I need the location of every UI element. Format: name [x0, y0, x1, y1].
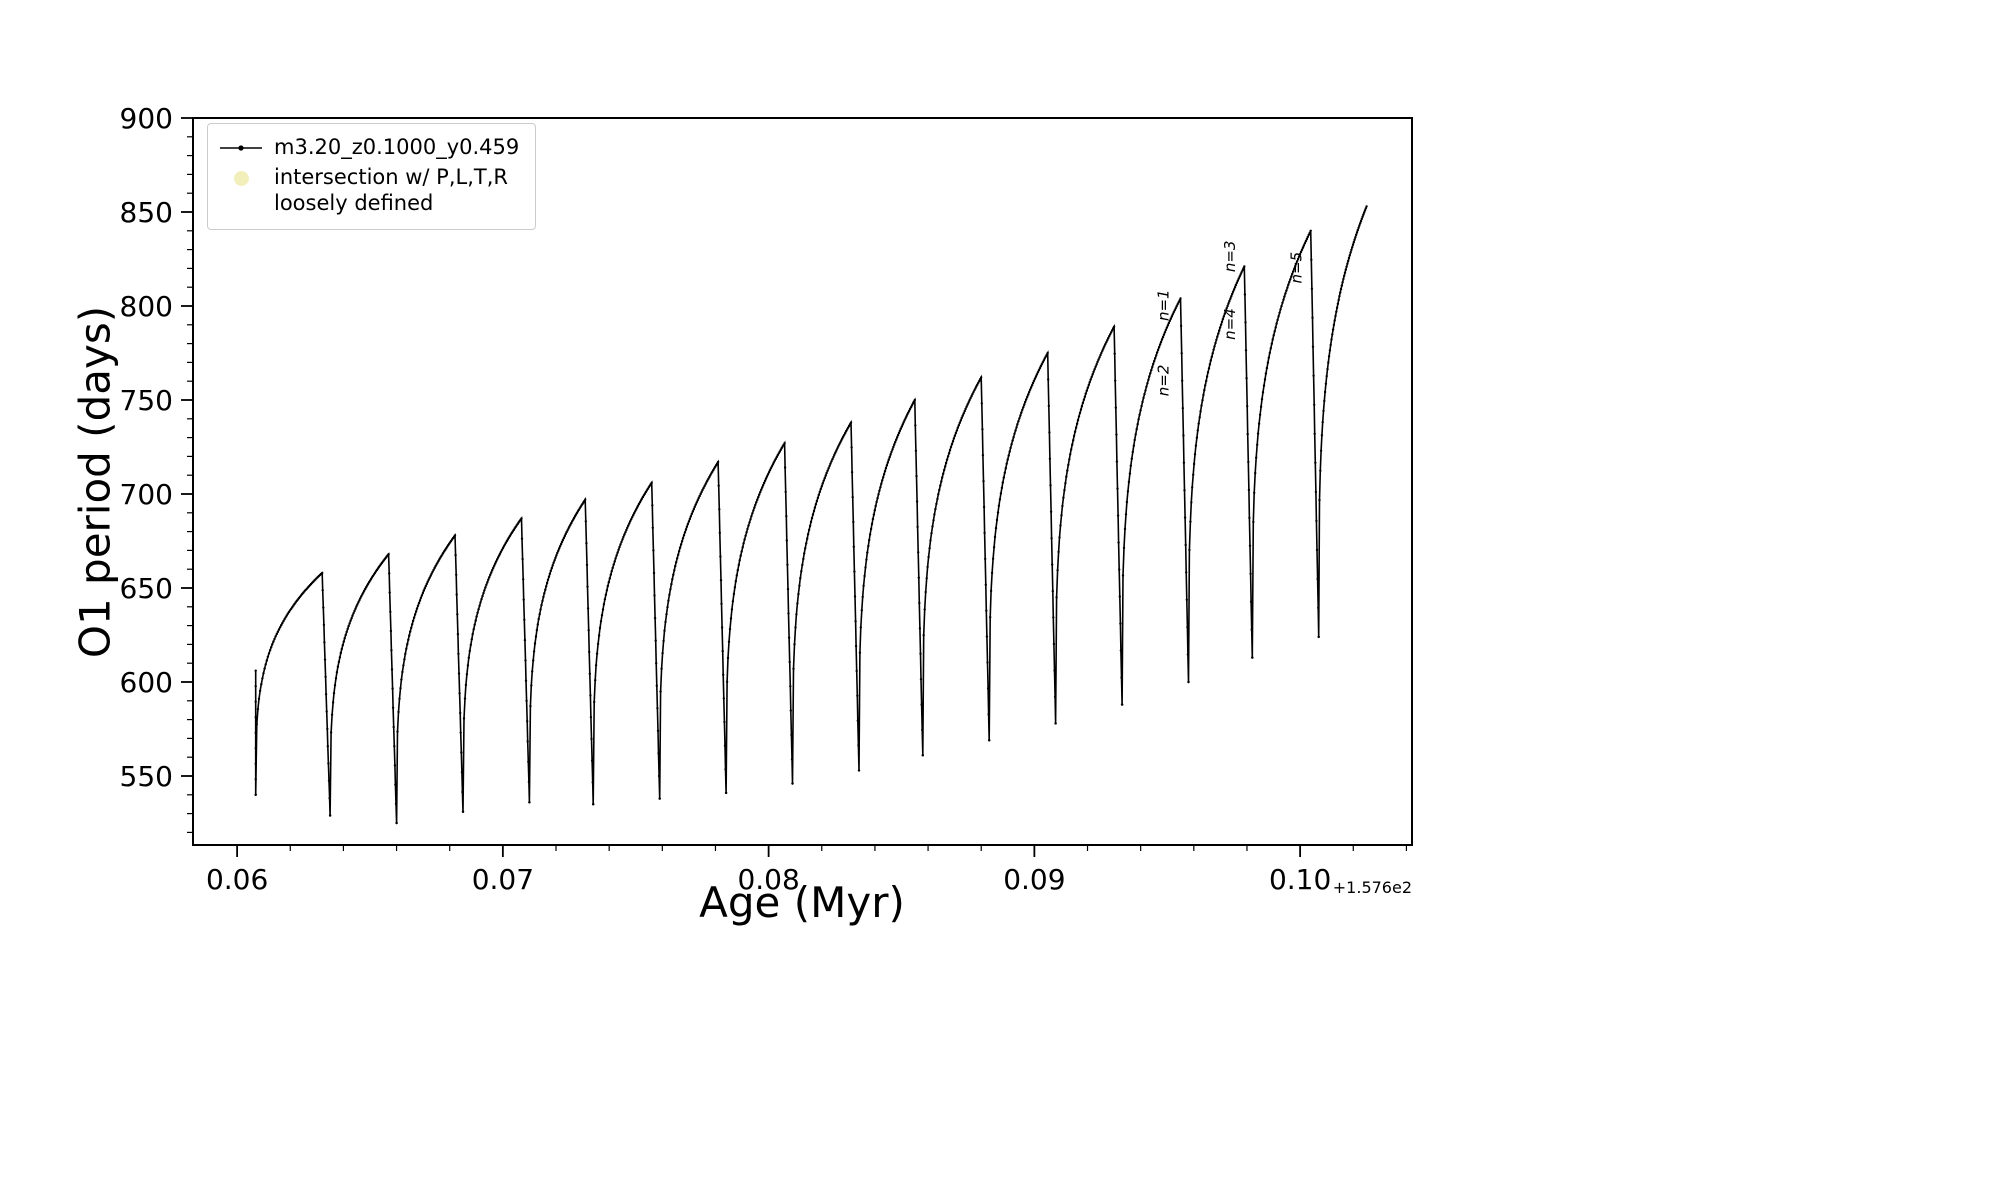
legend-line-dot-marker	[218, 134, 264, 162]
legend-entry-series: m3.20_z0.1000_y0.459	[218, 134, 519, 162]
annotation-n5: n=5	[1287, 252, 1305, 284]
series-curve-path	[254, 206, 1368, 824]
annotation-n1: n=1	[1155, 289, 1173, 321]
x-tick-label: 0.10	[1269, 863, 1331, 896]
x-tick-label: 0.07	[472, 863, 534, 896]
y-tick-label: 550	[120, 760, 173, 793]
axes-frame	[192, 117, 1413, 846]
annotation-n3: n=3	[1221, 241, 1239, 273]
annotation-n4: n=4	[1221, 308, 1239, 340]
legend-entry-intersection: intersection w/ P,L,T,R loosely defined	[218, 164, 519, 217]
x-tick-label: 0.08	[737, 863, 799, 896]
x-tick-label: 0.06	[206, 863, 268, 896]
x-axis-label: Age (Myr)	[699, 878, 905, 927]
y-tick-label: 650	[120, 572, 173, 605]
y-tick-label: 700	[120, 478, 173, 511]
y-axis-label: O1 period (days)	[70, 305, 120, 659]
y-tick-label: 600	[120, 666, 173, 699]
y-tick-label: 800	[120, 290, 173, 323]
legend: m3.20_z0.1000_y0.459 intersection w/ P,L…	[207, 123, 537, 230]
x-tick-label: 0.09	[1003, 863, 1065, 896]
y-tick-label: 900	[120, 102, 173, 135]
yellow-dot-icon	[233, 170, 249, 186]
legend-circle-marker	[218, 164, 264, 192]
legend-label-series: m3.20_z0.1000_y0.459	[274, 135, 520, 159]
series-curve-dots	[254, 205, 1368, 825]
y-tick-label: 750	[120, 384, 173, 417]
x-axis-offset-text: +1.576e2	[1332, 878, 1412, 897]
annotation-n2: n=2	[1155, 365, 1173, 397]
ticks	[181, 117, 1408, 857]
y-tick-label: 850	[120, 196, 173, 229]
legend-label-intersection: intersection w/ P,L,T,R loosely defined	[274, 165, 508, 216]
